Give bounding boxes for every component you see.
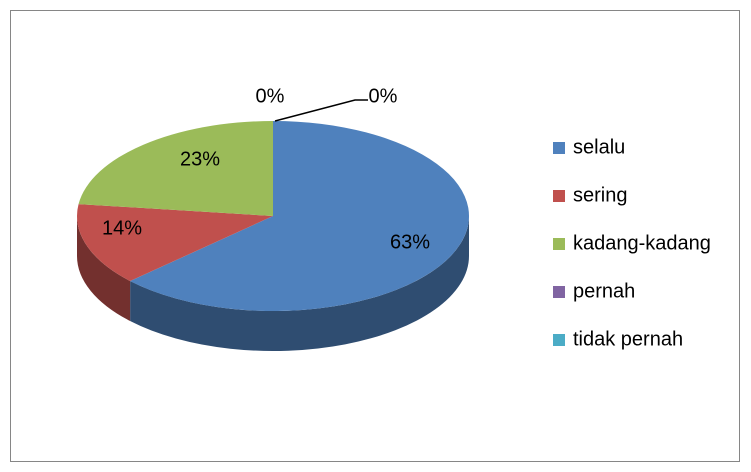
pie-slice	[78, 121, 273, 216]
legend-swatch	[553, 190, 565, 202]
pie-side	[130, 216, 470, 351]
data-label: 14%	[102, 217, 142, 239]
pie-slice	[76, 204, 273, 282]
data-label: 0%	[369, 85, 398, 107]
legend-label: tidak pernah	[573, 328, 683, 350]
leader-line	[274, 99, 368, 122]
legend-label: pernah	[573, 280, 635, 302]
pie-slice	[130, 121, 470, 311]
data-label: 23%	[180, 148, 220, 170]
legend-label: kadang-kadang	[573, 232, 711, 254]
legend-swatch	[553, 238, 565, 250]
legend-swatch	[553, 142, 565, 154]
pie-side	[77, 216, 131, 322]
legend-swatch	[553, 286, 565, 298]
legend-label: selalu	[573, 136, 625, 158]
data-label: 63%	[390, 231, 430, 253]
legend-label: sering	[573, 184, 627, 206]
data-label: 0%	[256, 85, 285, 107]
legend-swatch	[553, 334, 565, 346]
